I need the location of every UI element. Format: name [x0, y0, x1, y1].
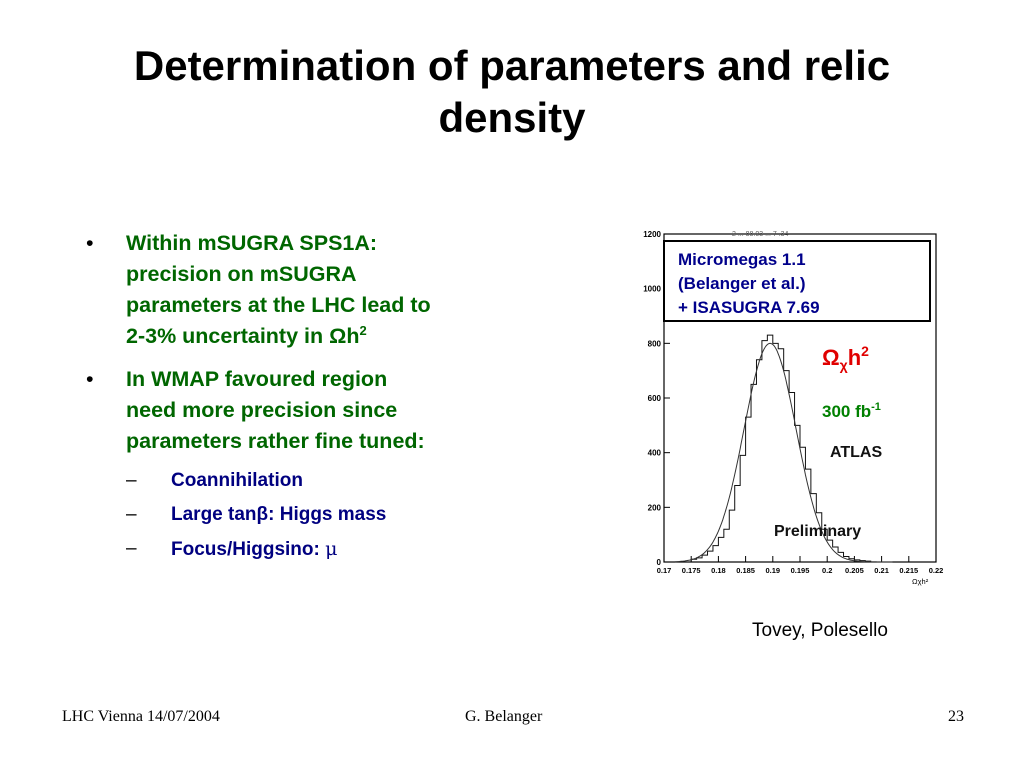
x-tick-label: 0.21	[874, 566, 889, 575]
sub-bullet-coannihilation: – Coannihilation	[126, 469, 526, 493]
footer-author: G. Belanger	[465, 708, 543, 725]
footer-event-date: LHC Vienna 14/07/2004	[62, 708, 220, 725]
bullet-dot: •	[86, 231, 94, 255]
y-tick-label: 200	[648, 503, 662, 512]
legend-line-1: Micromegas 1.1	[678, 250, 806, 269]
y-tick-label: 1200	[643, 230, 661, 239]
x-tick-label: 0.17	[657, 566, 672, 575]
gaussian-fit-curve	[674, 342, 893, 563]
omega-symbol: Ω	[822, 345, 840, 370]
x-tick-label: 0.215	[899, 566, 918, 575]
x-tick-label: 0.185	[736, 566, 755, 575]
status-label: Preliminary	[774, 523, 861, 540]
legend-line-3: + ISASUGRA 7.69	[678, 298, 820, 317]
bullet-1-line-4: 2-3% uncertainty in Ωh2	[126, 321, 526, 352]
bullet-2-line-1: In WMAP favoured region	[126, 367, 388, 391]
y-tick-label: 1000	[643, 285, 661, 294]
bullet-2-line-2: need more precision since	[126, 398, 398, 422]
legend-line-2: (Belanger et al.)	[678, 274, 806, 293]
omega-h2-label: Ωχh2	[822, 343, 869, 373]
bullet-1-line-2: precision on mSUGRA	[126, 262, 357, 286]
slide-title: Determination of parameters and relic de…	[60, 40, 964, 144]
bullet-2-line-3: parameters rather fine tuned:	[126, 429, 425, 453]
omega-subscript: χ	[840, 357, 848, 373]
bullet-1-line-3: parameters at the LHC lead to	[126, 293, 431, 317]
y-tick-label: 800	[648, 339, 662, 348]
sub-bullet-text: Large tanβ: Higgs mass	[171, 504, 387, 525]
luminosity-superscript: -1	[871, 401, 881, 413]
x-tick-label: 0.22	[929, 566, 944, 575]
stats-header-text: 2 ... 88.03 ... 7 .34	[732, 231, 789, 238]
legend-box	[663, 240, 931, 322]
sub-bullet-focus-higgsino: – Focus/Higgsino: μ	[126, 537, 526, 562]
x-tick-label: 0.19	[765, 566, 780, 575]
mu-symbol: μ	[325, 538, 338, 560]
x-tick-label: 0.18	[711, 566, 726, 575]
histogram-series	[690, 334, 872, 562]
y-axis-ticks: 0 200 400 600 800 1000 1200	[643, 230, 670, 567]
histogram-figure: 0 200 400 600 800 1000 1200 0.17 0.175 0.18 0.185…	[612, 220, 952, 590]
luminosity-label: 300 fb-1	[822, 401, 881, 421]
bullet-list: • Within mSUGRA SPS1A: precision on mSUG…	[86, 228, 526, 572]
y-tick-label: 600	[648, 394, 662, 403]
figure-credit: Tovey, Polesello	[752, 620, 888, 641]
luminosity-text: 300 fb	[822, 402, 871, 421]
x-tick-label: 0.175	[682, 566, 701, 575]
bullet-1-line-1: Within mSUGRA SPS1A:	[126, 231, 378, 255]
sub-bullet-text: Focus/Higgsino:	[171, 539, 326, 560]
x-axis-ticks: 0.17 0.175 0.18 0.185 0.19 0.195 0.2 0.205 0.21 0…	[657, 556, 944, 586]
sub-bullet-large-tanbeta: – Large tanβ: Higgs mass	[126, 503, 526, 527]
x-tick-label: 0.195	[791, 566, 810, 575]
y-tick-label: 400	[648, 449, 662, 458]
sub-bullet-dash: –	[126, 504, 137, 525]
omega-superscript: 2	[861, 343, 869, 359]
x-axis-label: Ωχh²	[912, 577, 929, 586]
sub-bullet-dash: –	[126, 538, 137, 559]
experiment-label: ATLAS	[830, 444, 882, 461]
omega-suffix: h	[848, 345, 861, 370]
bullet-dot: •	[86, 367, 94, 391]
bullet-1: • Within mSUGRA SPS1A: precision on mSUG…	[86, 228, 526, 352]
footer-page-number: 23	[948, 708, 964, 725]
sub-bullet-dash: –	[126, 470, 137, 491]
x-tick-label: 0.2	[822, 566, 832, 575]
bullet-2: • In WMAP favoured region need more prec…	[86, 364, 526, 457]
histogram-chart: 0 200 400 600 800 1000 1200 0.17 0.175 0.18 0.185…	[643, 230, 944, 586]
title-line-1: Determination of parameters and relic	[133, 42, 891, 89]
x-tick-label: 0.205	[845, 566, 864, 575]
bullet-1-line-4-text: 2-3% uncertainty in Ωh	[126, 324, 360, 348]
title-line-2: density	[438, 94, 586, 141]
bullet-1-sup: 2	[359, 322, 367, 338]
y-tick-label: 0	[657, 558, 662, 567]
sub-bullet-text: Coannihilation	[171, 470, 303, 491]
